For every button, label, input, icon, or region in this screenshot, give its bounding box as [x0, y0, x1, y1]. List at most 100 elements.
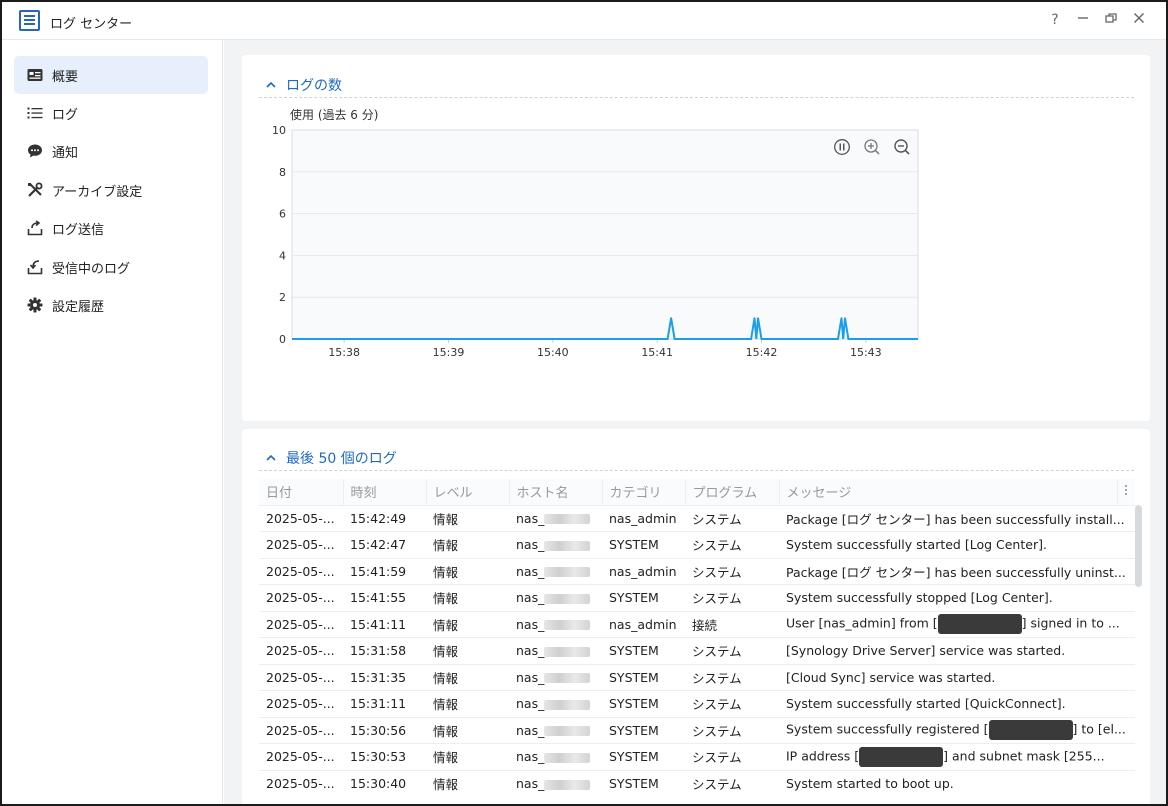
cell-date: 2025-05-...: [259, 610, 343, 638]
message-text: User [nas_admin] from [: [786, 615, 938, 631]
sidebar-item-receiving-logs[interactable]: 受信中のログ: [14, 248, 208, 286]
chart-pause-button[interactable]: [833, 138, 851, 156]
cell-category: nas_admin: [602, 610, 685, 638]
chart-y-tick-label: 2: [279, 291, 286, 304]
table-row[interactable]: 2025-05-... 15:41:59 情報 nas_ nas_admin システム Pa…: [259, 557, 1135, 585]
message-text: System successfully started [QuickConnec…: [786, 696, 1066, 712]
chart-zoom-out-button[interactable]: [893, 138, 911, 156]
hostname-blur: [544, 699, 591, 710]
table-row[interactable]: 2025-05-... 15:30:56 情報 nas_ SYSTEM システム Syste…: [259, 716, 1135, 744]
cell-time: 15:30:40: [343, 769, 426, 797]
message-text: Package [ログ センター] has been successfully …: [786, 511, 1125, 527]
cell-hostname: nas_: [509, 584, 602, 611]
cell-level: 情報: [426, 610, 509, 638]
log-table: 日付 時刻 レベル ホスト名 カテゴリ プログラム メッセージ 2025-05-…: [259, 479, 1135, 797]
column-header-date[interactable]: 日付: [259, 479, 344, 505]
cell-time: 15:42:49: [343, 504, 426, 532]
table-row[interactable]: 2025-05-... 15:30:40 情報 nas_ SYSTEM システム Syste…: [259, 769, 1135, 797]
chart-y-tick-label: 10: [272, 124, 286, 137]
cell-hostname: nas_: [509, 610, 602, 638]
hostname-text: nas_: [516, 590, 545, 606]
message-text: System successfully started [Log Center]…: [786, 537, 1047, 553]
sidebar: 概要 ログ 通知 アーカイブ設定 ログ送信: [2, 40, 223, 804]
cell-level: 情報: [426, 557, 509, 585]
sidebar-item-archive-settings[interactable]: アーカイブ設定: [14, 171, 208, 209]
sidebar-item-log[interactable]: ログ: [14, 94, 208, 132]
chart-data-point: [844, 317, 846, 319]
cell-hostname: nas_: [509, 637, 602, 664]
cell-message: System successfully started [Log Center]…: [779, 531, 1135, 558]
cell-date: 2025-05-...: [259, 557, 343, 585]
cell-hostname: nas_: [509, 504, 602, 532]
message-text-tail: ] and subnet mask [255...: [943, 748, 1105, 764]
column-header-message[interactable]: メッセージ: [779, 479, 1118, 505]
cell-level: 情報: [426, 743, 509, 770]
cell-message: System successfully stopped [Log Center]…: [779, 584, 1135, 611]
sidebar-item-overview[interactable]: 概要: [14, 56, 208, 94]
recent-logs-section-toggle[interactable]: 最後 50 個のログ: [266, 448, 397, 468]
table-row[interactable]: 2025-05-... 15:42:47 情報 nas_ SYSTEM システム Syste…: [259, 531, 1135, 558]
cell-level: 情報: [426, 584, 509, 611]
tools-icon: [26, 181, 44, 199]
chart-y-label: 使用 (過去 6 分): [290, 107, 378, 122]
help-button[interactable]: ?: [1051, 12, 1059, 28]
sidebar-item-notification[interactable]: 通知: [14, 132, 208, 170]
cell-message: User [nas_admin] from [] signed in to ..…: [779, 610, 1135, 638]
chart-y-tick-label: 4: [279, 249, 286, 262]
chart-zoom-in-button[interactable]: [863, 138, 881, 156]
log-count-panel: ログの数 使用 (過去 6 分) 10 8 6 4 2 0 15:38 15:39 15:40…: [242, 55, 1150, 421]
column-header-hostname[interactable]: ホスト名: [509, 479, 603, 505]
hostname-text: nas_: [516, 669, 545, 685]
chart-data-point: [757, 317, 759, 319]
table-row[interactable]: 2025-05-... 15:41:11 情報 nas_ nas_admin 接続 User…: [259, 610, 1135, 638]
column-header-time[interactable]: 時刻: [343, 479, 427, 505]
hostname-blur: [544, 540, 591, 551]
recent-logs-panel: 最後 50 個のログ 日付 時刻 レベル ホスト名 カテゴリ プログラム メッセ…: [242, 429, 1150, 804]
window-title: ログ センター: [50, 17, 133, 32]
table-row[interactable]: 2025-05-... 15:31:35 情報 nas_ SYSTEM システム [Clou…: [259, 663, 1135, 691]
table-scrollbar[interactable]: [1135, 505, 1142, 587]
restore-icon: [1105, 13, 1117, 23]
section-divider: [259, 97, 1134, 98]
cell-time: 15:41:59: [343, 557, 426, 585]
sidebar-item-label: 概要: [52, 69, 79, 85]
table-row[interactable]: 2025-05-... 15:41:55 情報 nas_ SYSTEM システム Syste…: [259, 584, 1135, 611]
table-row[interactable]: 2025-05-... 15:30:53 情報 nas_ SYSTEM システム IP ad…: [259, 743, 1135, 770]
hostname-text: nas_: [516, 616, 545, 632]
restore-button[interactable]: [1102, 11, 1120, 29]
chart-x-tick-label: 15:42: [746, 346, 778, 359]
redacted-block: [988, 720, 1073, 741]
sidebar-item-log-sending[interactable]: ログ送信: [14, 209, 208, 247]
chart-y-tick-label: 6: [279, 208, 286, 221]
cell-category: nas_admin: [602, 557, 685, 585]
minimize-button[interactable]: [1074, 11, 1092, 29]
chevron-up-icon: [266, 81, 276, 88]
close-button[interactable]: [1130, 11, 1148, 29]
cell-message: [Synology Drive Server] service was star…: [779, 637, 1135, 664]
cell-date: 2025-05-...: [259, 769, 343, 797]
sidebar-item-settings-history[interactable]: 設定履歴: [14, 286, 208, 324]
table-row[interactable]: 2025-05-... 15:31:58 情報 nas_ SYSTEM システム [Syno…: [259, 637, 1135, 664]
sidebar-item-label: ログ送信: [52, 222, 105, 238]
column-menu-button[interactable]: [1117, 479, 1135, 505]
cell-program: システム: [685, 690, 779, 717]
message-text: Package [ログ センター] has been successfully …: [786, 564, 1126, 580]
cell-program: システム: [685, 584, 779, 611]
column-header-program[interactable]: プログラム: [685, 479, 780, 505]
cell-time: 15:41:55: [343, 584, 426, 611]
cell-date: 2025-05-...: [259, 531, 343, 558]
table-row[interactable]: 2025-05-... 15:42:49 情報 nas_ nas_admin システム Pa…: [259, 504, 1135, 532]
hostname-text: nas_: [516, 776, 545, 791]
cell-hostname: nas_: [509, 531, 602, 558]
chart-x-tick-label: 15:41: [641, 346, 673, 359]
cell-date: 2025-05-...: [259, 584, 343, 611]
cell-hostname: nas_: [509, 716, 602, 744]
cell-category: SYSTEM: [602, 637, 685, 664]
cell-category: nas_admin: [602, 504, 685, 532]
table-row[interactable]: 2025-05-... 15:31:11 情報 nas_ SYSTEM システム Syste…: [259, 690, 1135, 717]
minimize-icon: [1078, 17, 1088, 19]
message-text: System successfully stopped [Log Center]…: [786, 590, 1053, 606]
column-header-category[interactable]: カテゴリ: [602, 479, 686, 505]
log-count-section-toggle[interactable]: ログの数: [266, 75, 342, 95]
column-header-level[interactable]: レベル: [426, 479, 510, 505]
